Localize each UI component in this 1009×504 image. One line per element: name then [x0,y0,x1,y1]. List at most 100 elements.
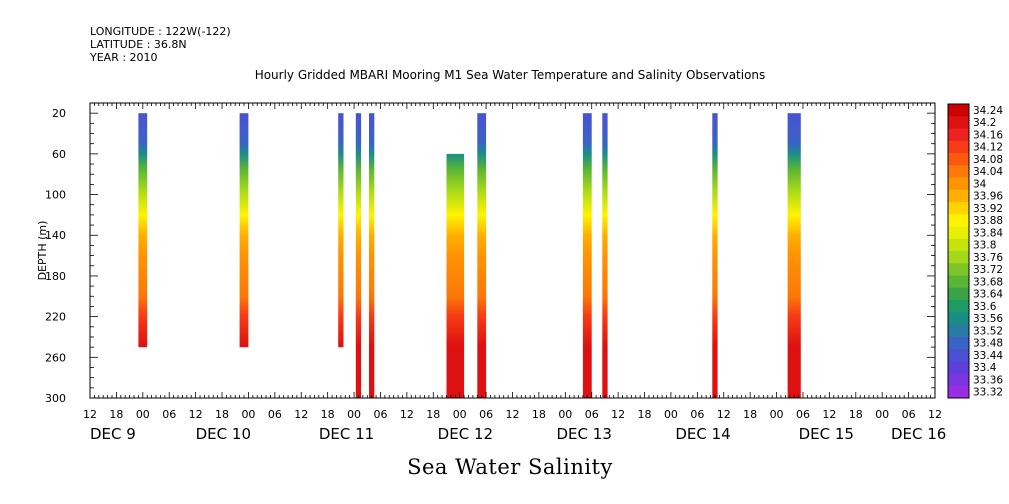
year-label: YEAR : 2010 [90,51,158,64]
y-tick-label: 180 [45,270,66,283]
colorbar-swatch [948,104,969,117]
x-tick-label: 18 [321,408,335,421]
y-tick-label: 220 [45,311,66,324]
x-tick-label: 18 [426,408,440,421]
x-tick-label: 06 [902,408,916,421]
colorbar-label: 33.48 [973,338,1003,350]
colorbar-label: 33.68 [973,276,1003,288]
x-tick-label: 00 [453,408,467,421]
colorbar-swatch [948,165,969,178]
colorbar-swatch [948,373,969,387]
x-tick-label: 06 [268,408,282,421]
colorbar-label: 33.36 [973,374,1003,386]
colorbar-swatch [948,189,969,203]
profiles-layer [138,113,801,398]
date-label: DEC 10 [196,425,251,443]
x-tick-label: 00 [347,408,361,421]
colorbar-label: 33.76 [973,252,1003,264]
chart-title: Hourly Gridded MBARI Mooring M1 Sea Wate… [254,68,766,82]
colorbar-label: 34 [973,178,987,190]
x-tick-label: 12 [189,408,203,421]
colorbar-label: 34.2 [973,117,996,129]
colorbar-label: 34.16 [973,129,1003,141]
x-tick-label: 12 [83,408,97,421]
y-tick-label: 20 [52,107,66,120]
variable-title: Sea Water Salinity [407,455,613,479]
y-tick-label: 260 [45,351,66,364]
x-tick-label: 12 [506,408,520,421]
x-tick-label: 12 [928,408,942,421]
colorbar-label: 33.6 [973,301,997,313]
colorbar-swatch [948,263,969,276]
profile-2 [338,113,344,348]
x-tick-label: 00 [136,408,150,421]
colorbar-swatch [948,140,969,154]
date-label: DEC 12 [438,425,493,443]
x-tick-label: 06 [796,408,810,421]
colorbar-label: 33.52 [973,325,1003,337]
x-tick-label: 18 [743,408,757,421]
colorbar-swatch [948,226,969,240]
profile-3 [355,113,362,398]
x-tick-label: 18 [849,408,863,421]
x-tick-label: 18 [638,408,652,421]
profile-0 [138,113,148,348]
x-tick-label: 06 [373,408,387,421]
x-tick-label: 00 [664,408,678,421]
colorbar-label: 33.88 [973,215,1003,227]
colorbar-label: 34.24 [973,105,1003,117]
colorbar-swatch [948,300,969,313]
colorbar-label: 33.4 [973,362,997,374]
profile-7 [582,113,592,398]
x-tick-label: 12 [822,408,836,421]
profile-4 [369,113,375,398]
colorbar-swatch [948,116,969,129]
colorbar-label: 33.64 [973,289,1003,301]
x-tick-label: 12 [611,408,625,421]
y-tick-label: 60 [52,148,66,161]
colorbar-swatch [948,312,969,325]
x-tick-label: 00 [241,408,255,421]
colorbar-swatch [948,128,969,142]
x-tick-label: 18 [215,408,229,421]
colorbar-swatch [948,324,969,338]
latitude-label: LATITUDE : 36.8N [90,38,187,51]
x-tick-label: 06 [690,408,704,421]
colorbar-label: 33.72 [973,264,1003,276]
x-tick-label: 12 [294,408,308,421]
colorbar: 34.2434.234.1634.1234.0834.043433.9633.9… [947,103,1003,399]
profile-6 [477,113,487,398]
colorbar-label: 33.8 [973,240,996,252]
colorbar-swatch [948,153,969,166]
colorbar-swatch [948,275,969,289]
longitude-label: LONGITUDE : 122W(-122) [90,25,231,38]
profile-9 [712,113,718,398]
x-tick-label: 00 [770,408,784,421]
colorbar-label: 34.08 [973,154,1003,166]
profile-5 [446,153,465,398]
y-tick-label: 140 [45,229,66,242]
profile-8 [602,113,608,398]
x-tick-label: 12 [400,408,414,421]
colorbar-label: 33.32 [973,387,1003,399]
colorbar-label: 33.96 [973,191,1003,203]
y-axis-label: DEPTH (m) [36,221,49,281]
colorbar-label: 34.04 [973,166,1003,178]
x-tick-label: 06 [162,408,176,421]
colorbar-label: 33.44 [973,350,1003,362]
y-tick-label: 300 [45,392,66,405]
colorbar-label: 33.56 [973,313,1003,325]
date-label: DEC 14 [675,425,730,443]
x-tick-label: 06 [479,408,493,421]
date-label: DEC 16 [891,425,946,443]
colorbar-swatch [948,214,969,227]
colorbar-swatch [948,238,969,252]
colorbar-swatch [948,361,969,374]
axes-layer: 12 18 00 06 12 18 00 06 12 18 00 06 12 18 00 06 12 18 00 06… [36,102,946,443]
colorbar-swatch [948,251,969,264]
y-tick-label: 100 [45,189,66,202]
profile-10 [787,113,801,398]
date-label: DEC 13 [557,425,612,443]
date-label: DEC 15 [799,425,854,443]
x-tick-label: 06 [585,408,599,421]
